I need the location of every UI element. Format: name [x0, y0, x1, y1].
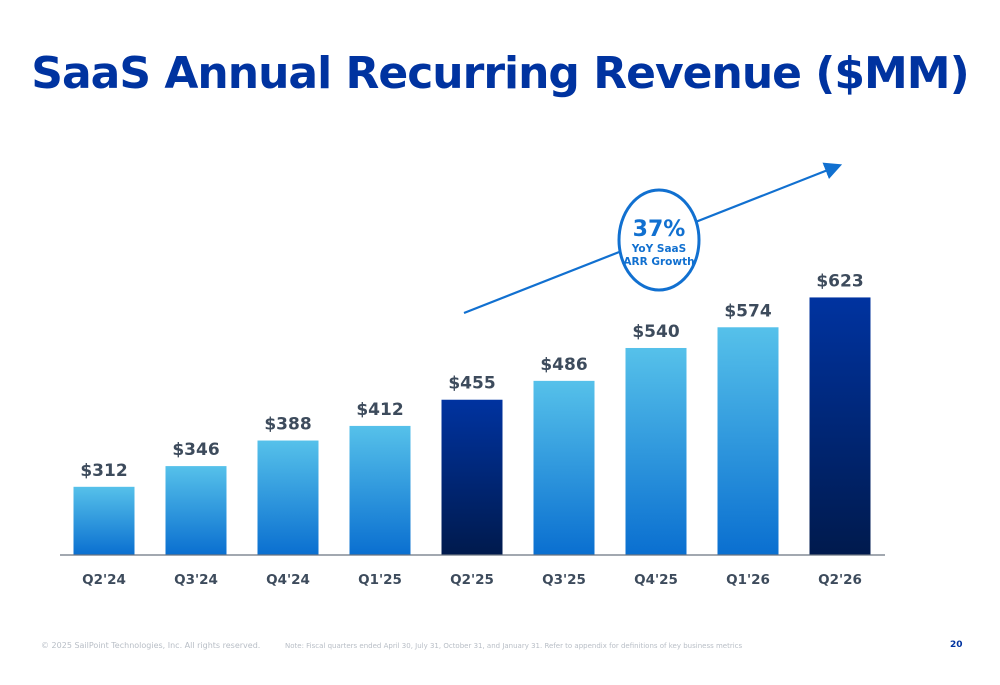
data-label: $574 — [724, 301, 771, 321]
data-label: $412 — [356, 400, 403, 420]
bar-Q226 — [809, 297, 871, 555]
bar-Q325 — [533, 380, 595, 555]
growth-label-line2: ARR Growth — [623, 256, 694, 268]
data-label: $455 — [448, 374, 495, 394]
data-label: $623 — [816, 271, 863, 291]
bar-Q224 — [73, 486, 135, 555]
x-tick-label: Q1'26 — [726, 572, 770, 588]
data-label: $388 — [264, 415, 311, 435]
data-label: $486 — [540, 355, 587, 375]
x-tick-label: Q4'25 — [634, 572, 678, 588]
x-tick-label: Q2'26 — [818, 572, 862, 588]
growth-value: 37% — [633, 217, 686, 242]
footnote: Note: Fiscal quarters ended April 30, Ju… — [285, 642, 743, 650]
data-label: $312 — [80, 461, 127, 481]
x-tick-label: Q3'24 — [174, 572, 218, 588]
chart-title: SaaS Annual Recurring Revenue ($MM) — [31, 48, 969, 99]
bar-Q324 — [165, 466, 227, 555]
bar-Q425 — [625, 347, 687, 555]
data-label: $540 — [632, 322, 679, 342]
copyright: © 2025 SailPoint Technologies, Inc. All … — [41, 641, 261, 650]
bar-Q125 — [349, 425, 411, 555]
x-tick-label: Q4'24 — [266, 572, 310, 588]
growth-bubble — [617, 188, 701, 292]
bar-Q424 — [257, 440, 319, 555]
bar-Q225 — [441, 399, 503, 555]
x-tick-label: Q2'25 — [450, 572, 494, 588]
x-tick-label: Q1'25 — [358, 572, 402, 588]
x-tick-label: Q2'24 — [82, 572, 126, 588]
x-tick-label: Q3'25 — [542, 572, 586, 588]
growth-label-line1: YoY SaaS — [631, 243, 686, 255]
page-number: 20 — [950, 640, 963, 650]
bar-Q126 — [717, 327, 779, 555]
data-label: $346 — [172, 440, 219, 460]
